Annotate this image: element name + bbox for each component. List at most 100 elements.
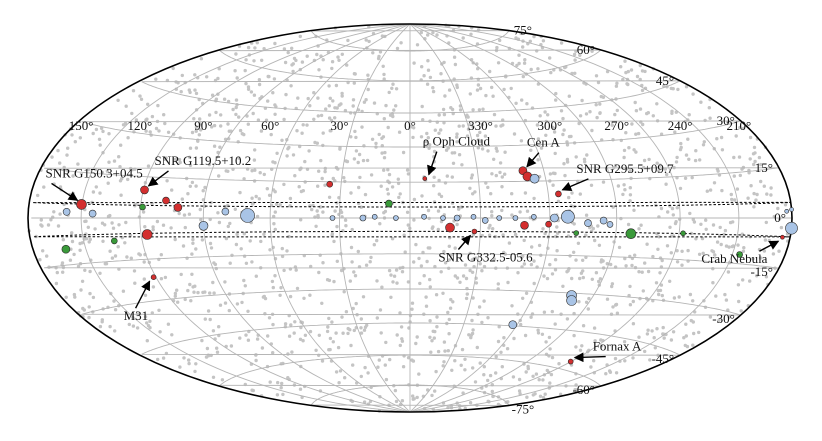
background-star: [553, 151, 557, 156]
background-star: [346, 326, 350, 331]
background-star: [412, 197, 417, 202]
background-star: [507, 241, 512, 245]
background-star: [688, 292, 693, 297]
background-star: [234, 242, 239, 247]
background-star: [633, 253, 637, 257]
background-star: [455, 276, 460, 280]
background-star: [574, 155, 578, 159]
background-star: [397, 130, 402, 134]
background-star: [281, 392, 285, 397]
background-star: [289, 84, 293, 88]
background-star: [268, 380, 272, 384]
background-star: [273, 41, 277, 46]
background-star: [436, 349, 441, 354]
meridian-line: [409, 23, 618, 413]
background-star: [550, 309, 554, 314]
background-star: [627, 146, 631, 150]
background-star: [486, 378, 490, 383]
background-star: [341, 331, 345, 335]
background-star: [384, 377, 389, 382]
background-star: [98, 324, 103, 329]
background-star: [584, 233, 588, 237]
background-star: [455, 140, 459, 144]
background-star: [685, 344, 690, 349]
background-star: [267, 193, 272, 197]
background-star: [313, 140, 317, 145]
background-star: [537, 243, 542, 248]
background-star: [490, 85, 494, 90]
background-star: [613, 112, 617, 117]
background-star: [366, 87, 370, 92]
background-star: [426, 68, 431, 72]
background-star: [117, 155, 121, 159]
background-star: [720, 188, 724, 193]
background-star: [80, 279, 85, 283]
background-star: [386, 125, 390, 130]
background-star: [400, 270, 405, 274]
background-star: [490, 210, 494, 214]
blue-source-marker: [785, 221, 798, 235]
background-star: [422, 274, 426, 278]
background-star: [338, 369, 343, 373]
background-star: [629, 68, 634, 72]
background-star: [550, 272, 555, 276]
background-star: [751, 152, 756, 156]
background-star: [487, 233, 492, 237]
background-star: [192, 290, 196, 294]
background-star: [708, 315, 713, 319]
background-star: [116, 98, 120, 103]
background-star: [426, 59, 430, 63]
background-star: [437, 113, 441, 117]
background-star: [630, 263, 634, 268]
background-star: [405, 210, 410, 214]
lon-tick-label: 330°: [468, 118, 493, 133]
background-star: [88, 291, 92, 296]
background-star: [346, 38, 350, 43]
background-star: [378, 308, 383, 312]
background-star: [242, 232, 246, 236]
sky-boundary: [27, 23, 793, 413]
background-star: [490, 389, 494, 394]
background-star: [191, 241, 195, 245]
background-star: [78, 136, 83, 140]
background-star: [94, 185, 99, 189]
background-star: [640, 88, 645, 93]
background-star: [251, 111, 255, 116]
background-star: [570, 191, 574, 195]
background-star: [451, 161, 456, 165]
background-star: [430, 226, 434, 230]
background-star: [519, 139, 524, 143]
background-star: [673, 130, 677, 134]
background-star: [124, 104, 128, 108]
background-star: [285, 154, 289, 158]
background-star: [596, 80, 601, 85]
background-star: [691, 217, 695, 222]
background-star: [208, 241, 213, 246]
background-star: [565, 317, 570, 321]
background-star: [731, 244, 736, 248]
background-star: [187, 88, 191, 92]
background-star: [596, 224, 600, 228]
background-star: [588, 110, 592, 114]
background-star: [250, 202, 255, 206]
lat-tick-label: -15°: [750, 264, 773, 279]
background-star: [64, 295, 68, 299]
background-star: [422, 312, 426, 316]
background-star: [116, 245, 120, 249]
background-star: [209, 246, 214, 250]
background-star: [523, 191, 528, 195]
background-star: [402, 233, 406, 237]
background-star: [190, 180, 195, 185]
background-star: [444, 148, 449, 152]
background-star: [622, 148, 627, 153]
background-star: [425, 82, 430, 86]
background-star: [126, 136, 130, 140]
background-star: [671, 330, 676, 334]
background-star: [208, 317, 212, 322]
background-star: [765, 192, 769, 196]
background-star: [559, 392, 563, 396]
background-star: [353, 129, 357, 134]
background-star: [532, 259, 536, 263]
background-star: [422, 74, 426, 78]
parallel-line: [141, 80, 681, 114]
